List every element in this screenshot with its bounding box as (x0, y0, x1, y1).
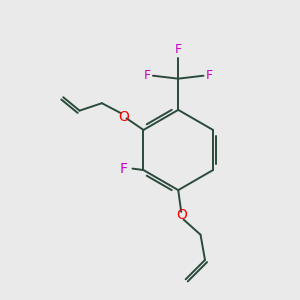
Text: O: O (176, 208, 187, 222)
Text: F: F (206, 69, 213, 82)
Text: F: F (143, 69, 151, 82)
Text: F: F (175, 44, 182, 56)
Text: F: F (119, 162, 127, 176)
Text: O: O (119, 110, 130, 124)
